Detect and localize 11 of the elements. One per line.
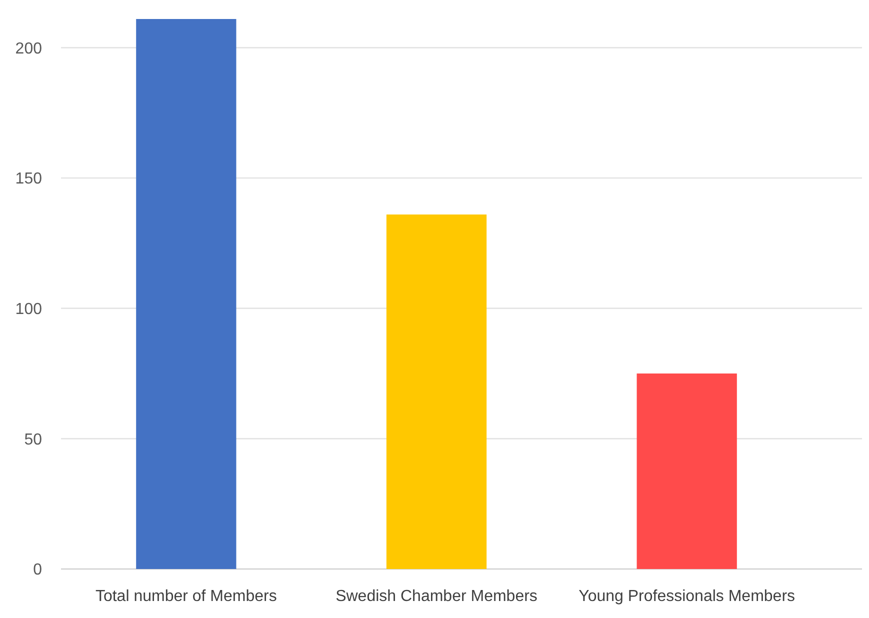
x-tick-label: Swedish Chamber Members (336, 588, 538, 605)
bar (636, 374, 737, 569)
bar (386, 214, 487, 569)
x-tick-label: Young Professionals Members (578, 588, 796, 605)
y-tick-label: 100 (15, 300, 42, 318)
y-tick-label: 200 (15, 40, 42, 58)
y-tick-label: 150 (15, 170, 42, 188)
x-tick-label: Total number of Members (95, 588, 277, 605)
y-tick-label: 0 (33, 562, 42, 579)
bar (136, 19, 236, 569)
y-tick-label: 50 (24, 431, 42, 448)
